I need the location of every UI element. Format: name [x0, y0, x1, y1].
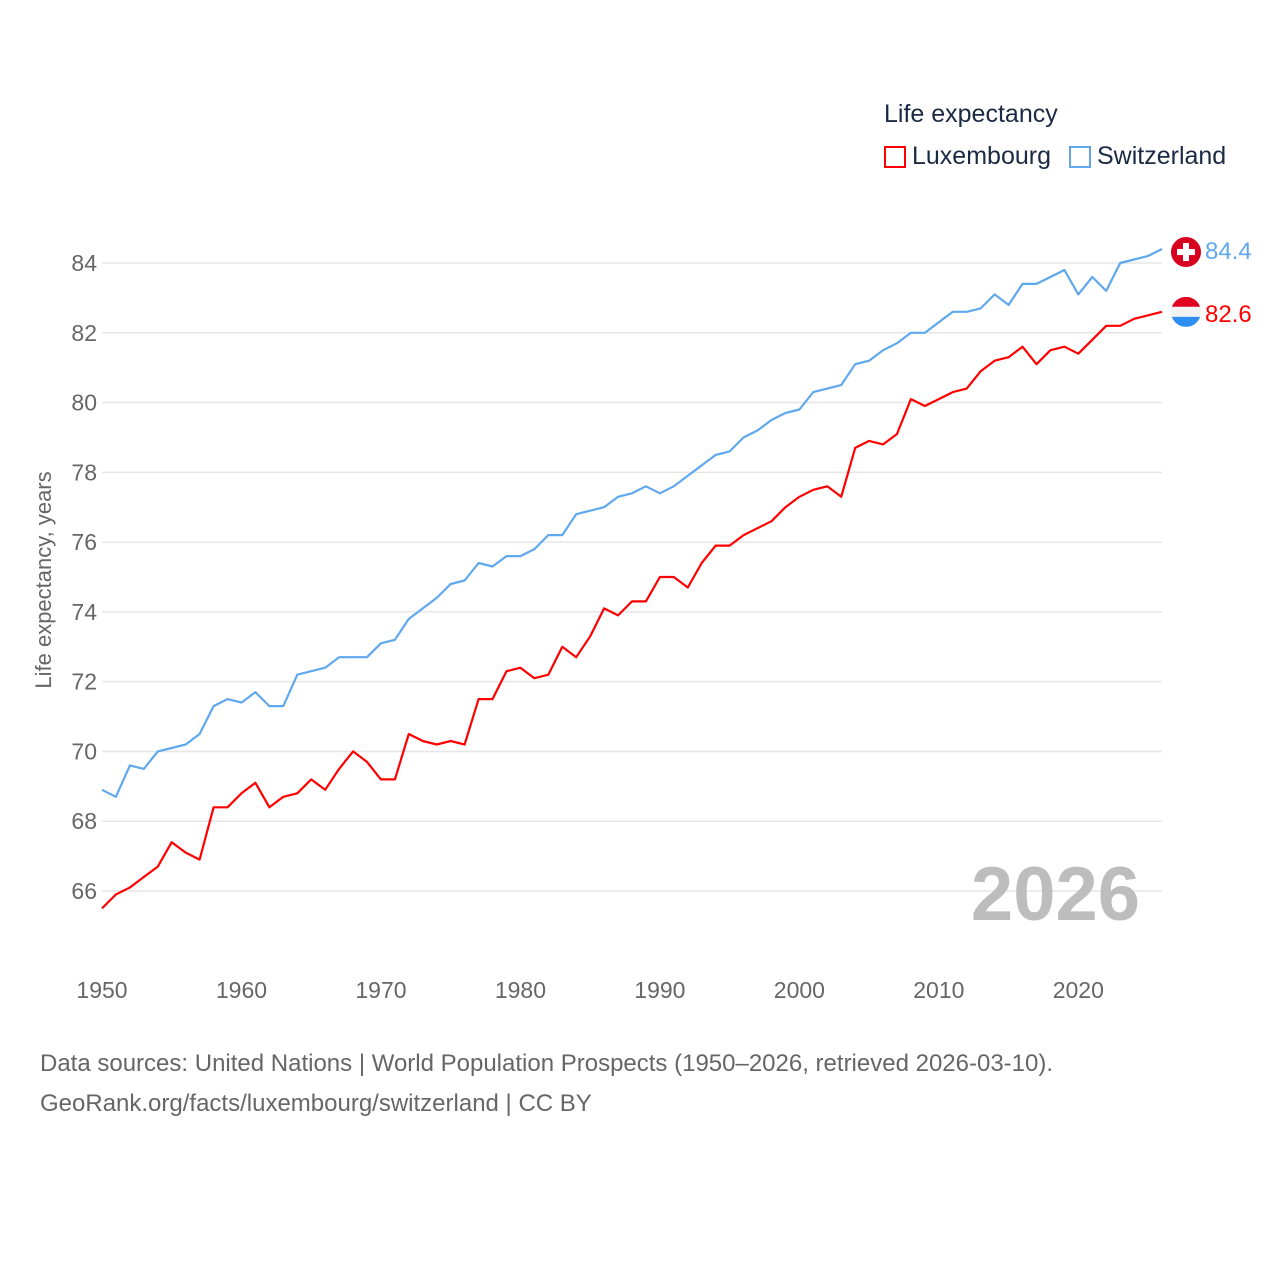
legend-label: Switzerland: [1096, 142, 1227, 170]
legend: Luxembourg Switzerland: [884, 142, 1226, 171]
y-tick-label: 66: [71, 878, 97, 904]
flag-stripe: [1171, 306, 1201, 317]
y-axis-label: Life expectancy, years: [31, 471, 56, 688]
x-tick-label: 2020: [1053, 977, 1104, 1003]
y-tick-label: 76: [71, 529, 97, 555]
legend-item-switzerland[interactable]: Switzerland: [1068, 142, 1227, 171]
y-tick-label: 82: [71, 320, 97, 346]
y-tick-label: 70: [71, 738, 97, 764]
legend-swatch-luxembourg: [884, 145, 906, 168]
flag-cross: [1177, 249, 1195, 256]
x-tick-label: 1950: [76, 977, 127, 1003]
x-tick-label: 1980: [495, 977, 546, 1003]
y-tick-label: 68: [71, 808, 97, 834]
luxembourg-flag-icon: [1171, 296, 1201, 307]
y-tick-label: 80: [71, 390, 97, 416]
x-tick-label: 2010: [913, 977, 964, 1003]
legend-item-luxembourg[interactable]: Luxembourg: [884, 142, 1051, 171]
y-tick-label: 78: [71, 459, 97, 485]
year-label: 2026: [971, 852, 1140, 937]
y-tick-label: 84: [71, 250, 97, 276]
end-value-label: 82.6: [1205, 301, 1252, 328]
x-tick-label: 1990: [634, 977, 685, 1003]
end-value-label: 84.4: [1205, 238, 1252, 265]
series-line-switzerland: [101, 248, 1163, 798]
data-source: Data sources: United Nations | World Pop…: [40, 1050, 1054, 1077]
x-tick-label: 1960: [216, 977, 267, 1003]
series-line-luxembourg: [101, 310, 1163, 910]
footer: Data sources: United Nations | World Pop…: [40, 1044, 1053, 1124]
legend-title: Life expectancy: [884, 100, 1058, 128]
legend-swatch-switzerland: [1068, 145, 1091, 168]
flag-stripe: [1171, 316, 1201, 327]
y-tick-label: 72: [71, 669, 97, 695]
y-tick-label: 74: [71, 599, 97, 625]
x-tick-label: 2000: [774, 977, 825, 1003]
source-link[interactable]: GeoRank.org/facts/luxembourg/switzerland…: [40, 1090, 592, 1117]
legend-label: Luxembourg: [912, 142, 1051, 170]
x-tick-label: 1970: [355, 977, 406, 1003]
